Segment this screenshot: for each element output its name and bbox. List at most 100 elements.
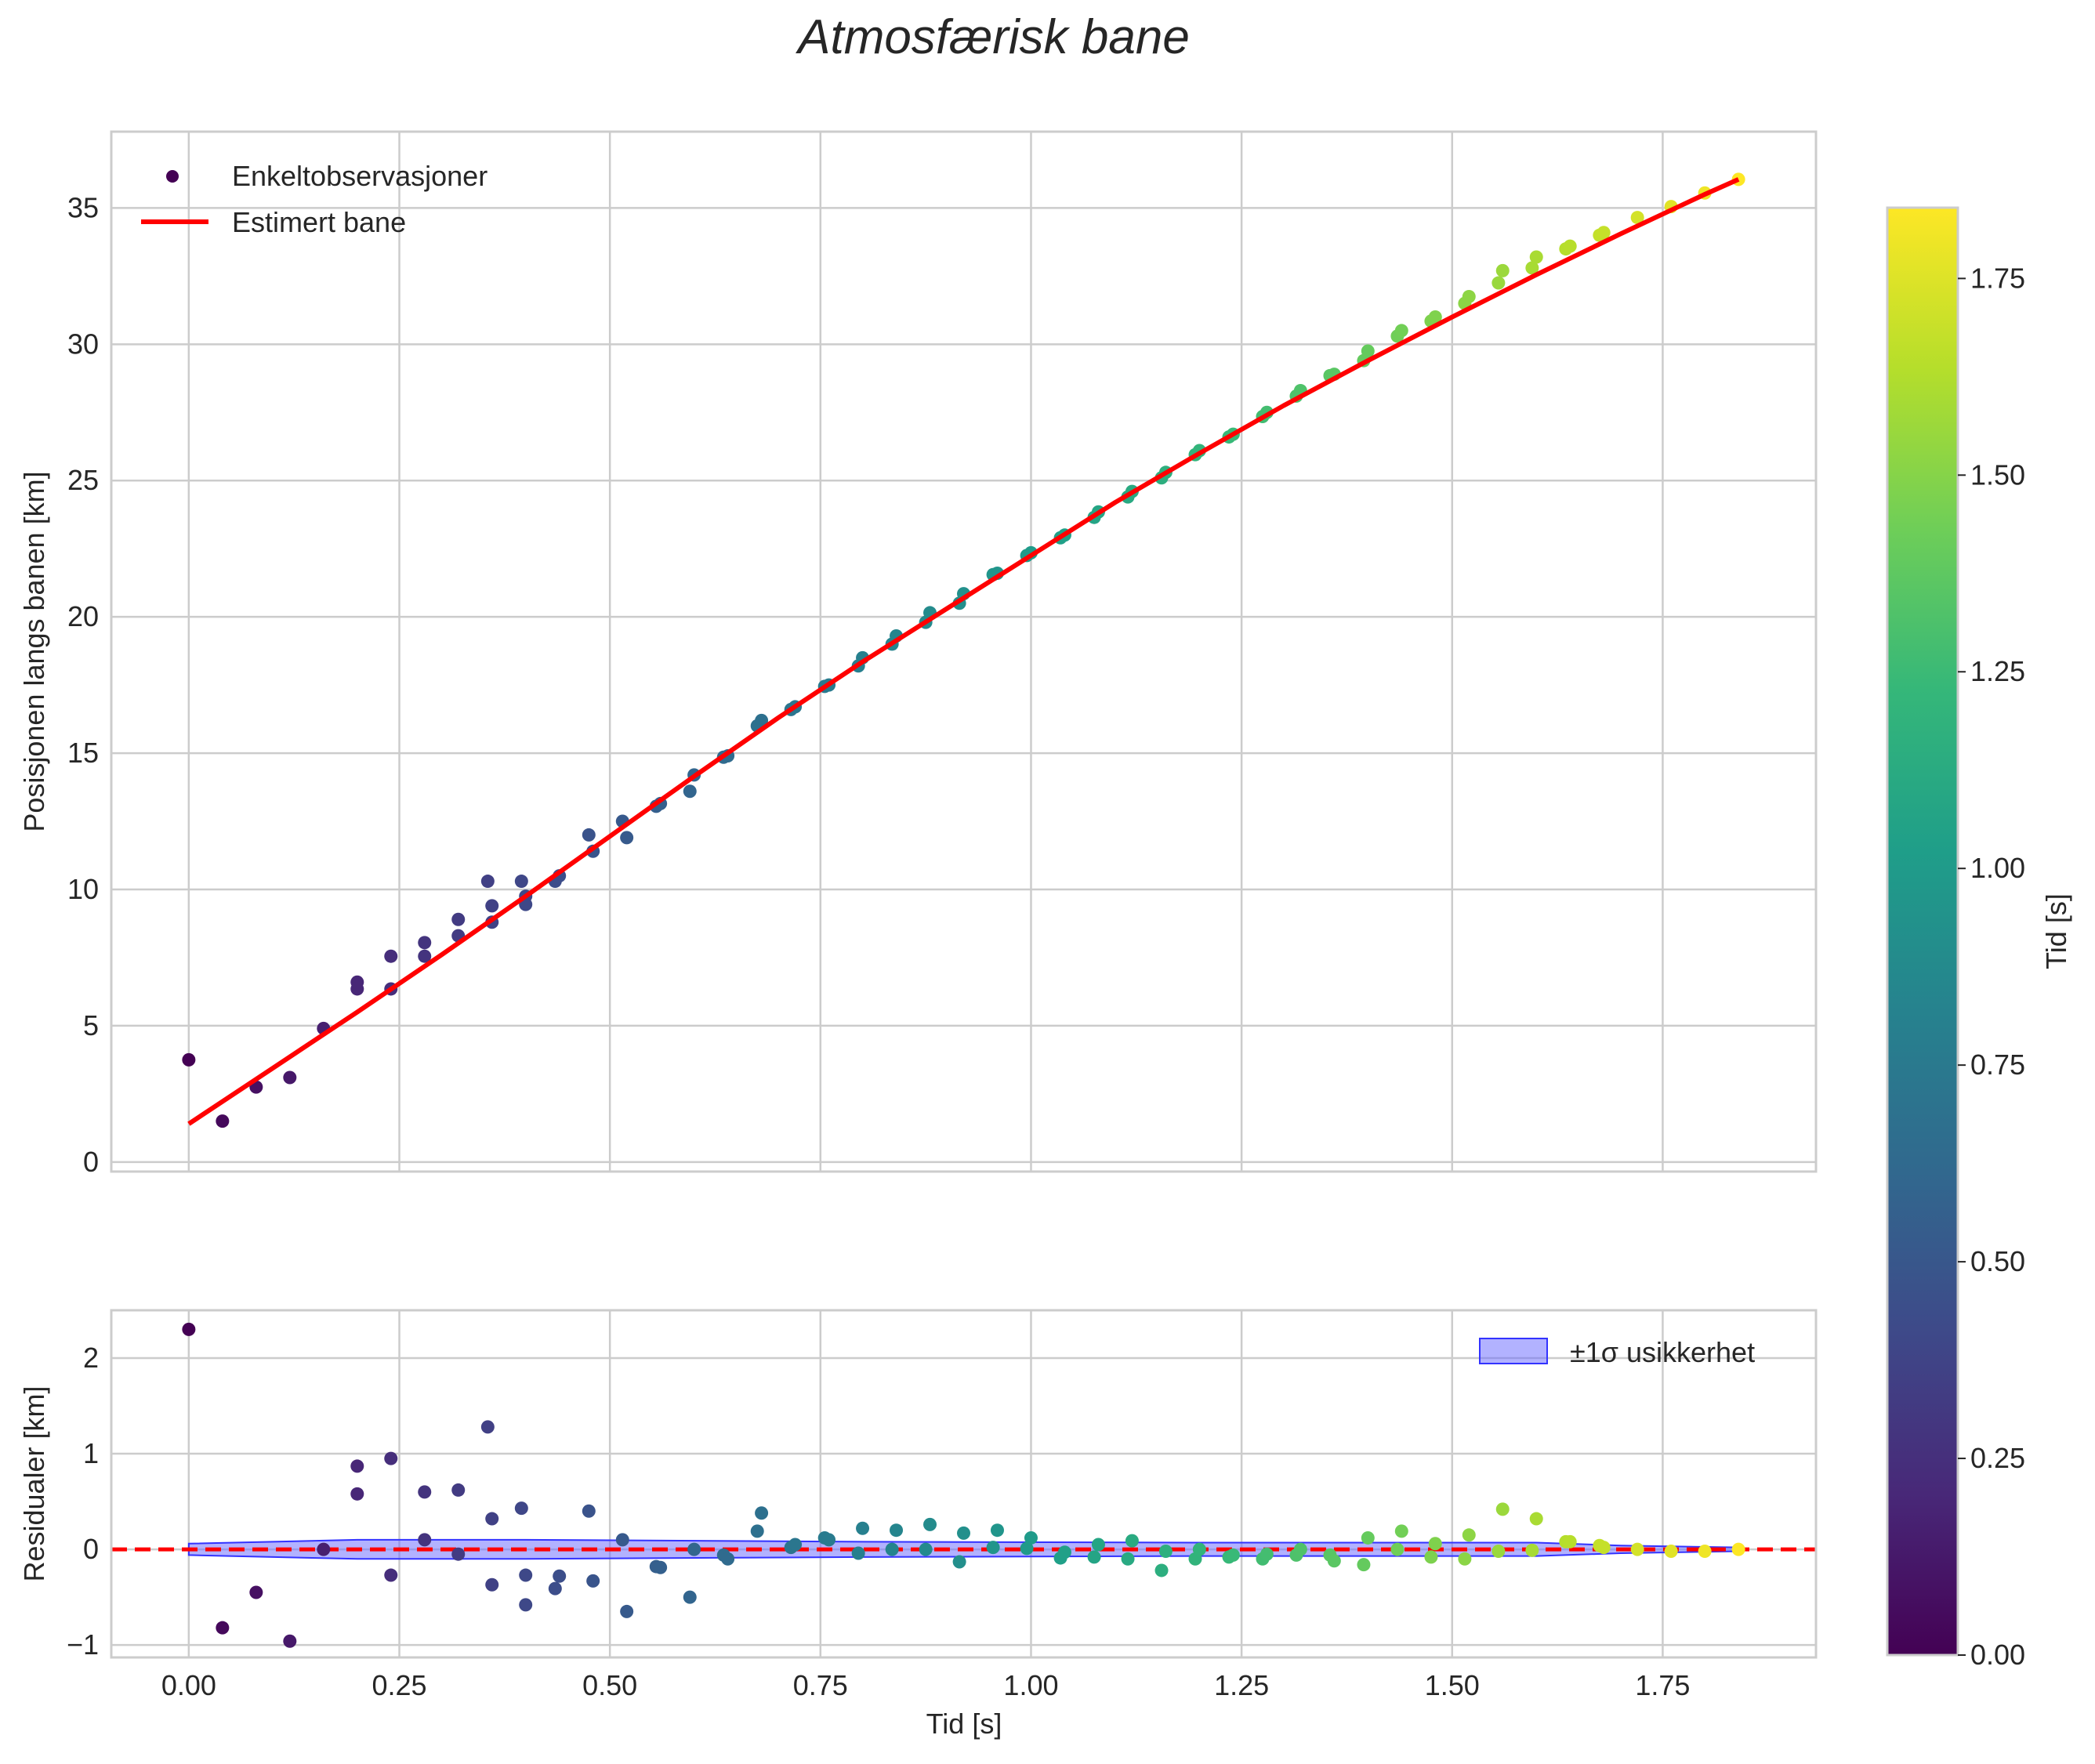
- colorbar-tick-label: 1.50: [1970, 458, 2025, 491]
- observation-point: [350, 975, 364, 989]
- x-tick-label: 1.00: [1003, 1669, 1058, 1701]
- top-ytick-label: 15: [67, 737, 99, 769]
- x-tick-label: 0.50: [582, 1669, 637, 1701]
- residual-point: [1630, 1542, 1644, 1556]
- x-tick-label: 1.25: [1214, 1669, 1269, 1701]
- estimated-trajectory-line: [187, 177, 1740, 1126]
- residual-point: [418, 1533, 432, 1547]
- residual-point: [923, 1517, 937, 1531]
- residual-point: [1226, 1548, 1240, 1562]
- bottom-axes-frame: [110, 1309, 1818, 1659]
- residual-point: [1020, 1541, 1034, 1556]
- residual-point: [890, 1523, 904, 1538]
- residual-point: [990, 1523, 1004, 1538]
- x-tick-label: 0.25: [372, 1669, 426, 1701]
- x-tick-label: 1.75: [1635, 1669, 1690, 1701]
- residual-point: [451, 1483, 466, 1497]
- observation-point: [1462, 289, 1476, 303]
- top-y-axis-label: Posisjonen langs banen [km]: [18, 471, 50, 831]
- residual-point: [1390, 1542, 1405, 1556]
- x-tick-label: 0.00: [161, 1669, 216, 1701]
- residual-point: [485, 1512, 499, 1526]
- x-tick-label: 0.75: [793, 1669, 848, 1701]
- colorbar-tick-label: 0.50: [1970, 1245, 2025, 1277]
- residual-point: [1529, 1512, 1543, 1526]
- residual-point: [683, 1590, 697, 1604]
- top-ytick-label: 25: [67, 464, 99, 496]
- residual-point: [384, 1568, 398, 1582]
- bottom-panel: −1 0 1 2 0.00 0.25 0.50 0.75 1.00 1.25 1.50 1.75 R…: [18, 1309, 1818, 1740]
- top-y-ticks: 0 5 10 15 20 25 30 35: [67, 191, 99, 1177]
- residual-point: [822, 1533, 836, 1547]
- observation-point: [514, 875, 528, 889]
- residual-point: [1664, 1545, 1678, 1559]
- residual-point: [885, 1542, 899, 1556]
- residual-point: [1525, 1543, 1539, 1557]
- observation-point: [683, 784, 697, 799]
- top-plot-area: [111, 132, 1816, 1172]
- figure-title: Atmosfærisk bane: [795, 10, 1190, 64]
- observation-point: [182, 1052, 196, 1067]
- observation-point: [1428, 310, 1442, 324]
- residual-point: [1492, 1545, 1506, 1559]
- legend-label-estimated: Estimert bane: [232, 206, 406, 238]
- observation-point: [755, 713, 769, 727]
- legend-label-observations: Enkeltobservasjoner: [232, 160, 488, 192]
- observation-point: [480, 875, 495, 889]
- residual-point: [1428, 1537, 1442, 1551]
- bottom-ytick-label: 1: [83, 1437, 99, 1469]
- top-ytick-label: 30: [67, 328, 99, 360]
- top-ytick-label: 5: [83, 1009, 99, 1041]
- colorbar-ticks: 0.00 0.25 0.50 0.75 1.00 1.25 1.50 1.75: [1958, 262, 2025, 1671]
- residual-points: [182, 1322, 1745, 1648]
- residual-point: [548, 1581, 562, 1596]
- residual-point: [851, 1546, 865, 1560]
- observation-point: [384, 949, 398, 963]
- bottom-plot-content: [111, 1322, 1816, 1648]
- top-ytick-label: 10: [67, 873, 99, 905]
- residual-point: [1357, 1558, 1371, 1572]
- residual-point: [451, 1547, 466, 1561]
- residual-point: [750, 1524, 764, 1538]
- colorbar-label: Tid [s]: [2040, 893, 2072, 969]
- residual-point: [553, 1569, 567, 1583]
- residual-point: [519, 1598, 533, 1612]
- bottom-plot-area: [111, 1310, 1816, 1657]
- residual-point: [1597, 1541, 1611, 1555]
- residual-point: [788, 1538, 803, 1552]
- top-ytick-label: 20: [67, 600, 99, 632]
- residual-point: [1293, 1542, 1307, 1556]
- residual-point: [1091, 1538, 1105, 1552]
- observation-point: [418, 936, 432, 950]
- bottom-x-ticks: 0.00 0.25 0.50 0.75 1.00 1.25 1.50 1.75: [161, 1669, 1691, 1701]
- residual-point: [249, 1585, 263, 1599]
- residual-point: [615, 1533, 629, 1547]
- top-panel: 0 5 10 15 20 25 30 35 Posisjonen langs banen [k…: [18, 130, 1818, 1178]
- residual-point: [919, 1542, 933, 1556]
- observation-point: [582, 828, 596, 842]
- residual-point: [755, 1506, 769, 1520]
- top-ytick-label: 0: [83, 1146, 99, 1178]
- residual-point: [1731, 1542, 1745, 1556]
- colorbar-tick-label: 1.00: [1970, 852, 2025, 884]
- residual-point: [1087, 1550, 1101, 1564]
- top-axes-frame: [110, 130, 1818, 1173]
- colorbar: 0.00 0.25 0.50 0.75 1.00 1.25 1.50 1.75 Tid [s]: [1886, 206, 2072, 1671]
- residual-point: [986, 1541, 1000, 1555]
- observation-point: [1630, 211, 1644, 225]
- top-legend: Enkeltobservasjoner Estimert bane: [141, 160, 488, 238]
- residual-point: [480, 1420, 495, 1434]
- colorbar-tick-label: 1.25: [1970, 655, 2025, 687]
- x-axis-label: Tid [s]: [926, 1708, 1002, 1740]
- residual-point: [1057, 1545, 1071, 1559]
- observation-point: [451, 912, 466, 926]
- residual-point: [1424, 1550, 1438, 1564]
- observation-point: [283, 1070, 297, 1085]
- residual-point: [1125, 1534, 1139, 1548]
- residual-point: [350, 1459, 364, 1473]
- residual-point: [1458, 1552, 1472, 1566]
- observation-point: [1394, 324, 1408, 338]
- residual-point: [1394, 1524, 1408, 1538]
